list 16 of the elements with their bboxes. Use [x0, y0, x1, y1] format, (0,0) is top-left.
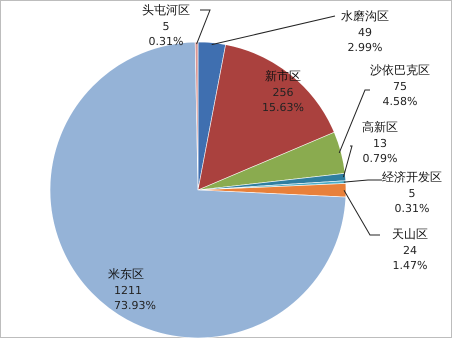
- slice-label: 天山区: [392, 227, 428, 241]
- slice-label: 头屯河区: [142, 3, 190, 17]
- data-label: 49 2.99%: [348, 26, 382, 54]
- data-label: 5 0.31%: [394, 187, 430, 215]
- slice-label: 经济开发区: [382, 170, 442, 184]
- slice-label: 沙依巴克区: [370, 63, 430, 77]
- slice-label: 新市区: [265, 69, 301, 83]
- data-label: 75 4.58%: [382, 80, 418, 108]
- data-label: 256 15.63%: [262, 86, 304, 114]
- slice-label: 米东区: [108, 267, 144, 281]
- data-label: 1211 73.93%: [114, 284, 156, 312]
- slice-label: 水磨沟区: [341, 9, 389, 23]
- data-label: 24 1.47%: [392, 244, 428, 272]
- slice-label: 高新区: [362, 120, 398, 134]
- data-label: 13 0.79%: [362, 137, 398, 165]
- data-label: 5 0.31%: [148, 20, 184, 48]
